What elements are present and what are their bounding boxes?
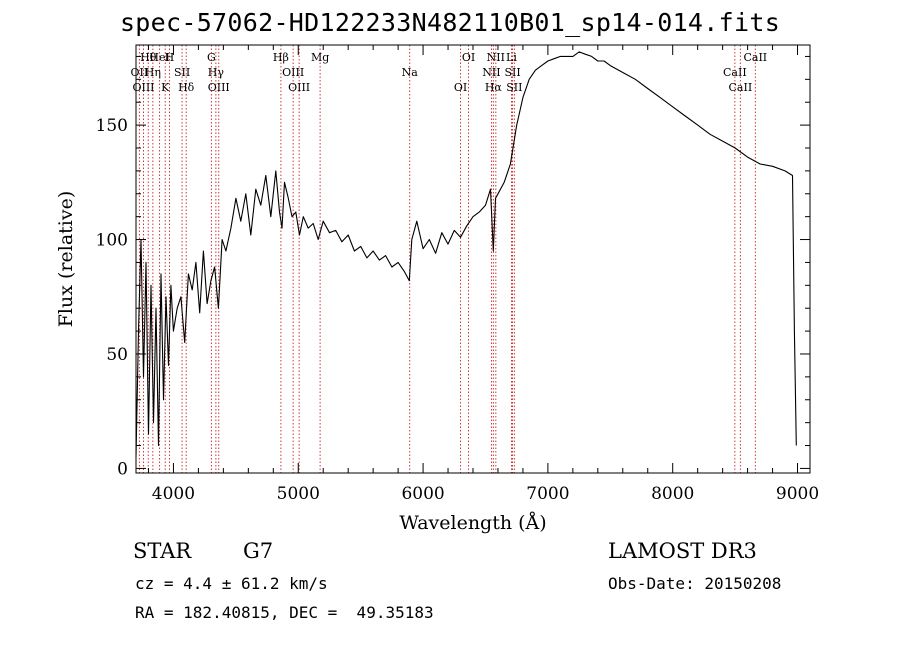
x-tick-label: 7000 [526,484,569,504]
spectrum-line [135,51,797,458]
chart-title: spec-57062-HD122233N482110B01_sp14-014.f… [119,8,781,37]
y-axis-label: Flux (relative) [55,191,77,328]
line-marker-label: K [161,81,170,94]
x-tick-label: 4000 [152,484,195,504]
line-marker-label: OII [131,66,149,79]
y-tick-label: 0 [117,459,128,479]
x-tick-label: 9000 [776,484,819,504]
line-marker-label: Hη [145,66,161,79]
y-tick-label: 150 [96,116,128,136]
line-marker-label: OIII [282,66,304,79]
plot-frame [135,44,811,474]
line-marker-label: OI [454,81,467,94]
survey-name: LAMOST DR3 [608,539,757,563]
x-axis-label: Wavelength (Å) [399,512,546,534]
y-tick-label: 50 [106,345,128,365]
line-marker-label: H [165,51,175,64]
line-marker-label: Li [506,51,517,64]
line-markers-layer [138,45,756,473]
obs-date: Obs-Date: 20150208 [608,574,782,593]
line-marker-label: CaII [743,51,767,64]
line-marker-label: Mg [311,51,329,64]
line-marker-label: Hγ [208,66,225,79]
line-marker-label: Hθ [140,51,157,64]
line-marker-label: Na [402,66,419,79]
line-marker-label: CaII [723,66,747,79]
x-tick-label: 8000 [651,484,694,504]
spectrum-layer [135,51,797,458]
x-tick-label: 6000 [401,484,444,504]
line-marker-label: SII [174,66,190,79]
line-marker-label: Hδ [178,81,195,94]
spectral-class: G7 [243,539,274,563]
line-marker-label: Hα [485,81,503,94]
line-marker-label: Hβ [273,51,289,64]
line-marker-label: CaII [729,81,753,94]
x-tick-label: 5000 [277,484,320,504]
line-marker-label: OIII [132,81,154,94]
line-marker-label: SII [504,66,520,79]
line-labels-layer: Hθ OII OIII HeI HηK H SII Hδ G Hγ OIII Hβ OIII OIII Mg… [131,51,768,94]
object-type: STAR [133,539,192,563]
coordinates: RA = 182.40815, DEC = 49.35183 [135,603,434,622]
line-marker-label: NII [487,51,505,64]
line-marker-label: SII [506,81,522,94]
line-marker-label: HeI [149,51,169,64]
line-marker-label: NII [482,66,500,79]
line-marker-label: OIII [288,81,310,94]
axes-layer: 4000 5000 6000 7000 8000 9000 0 50 100 150 Wavelen… [55,44,819,534]
line-marker-label: OI [462,51,475,64]
y-tick-label: 100 [96,231,128,251]
line-marker-label: G [207,51,216,64]
redshift-value: cz = 4.4 ± 61.2 km/s [135,574,328,593]
line-marker-label: OIII [208,81,230,94]
